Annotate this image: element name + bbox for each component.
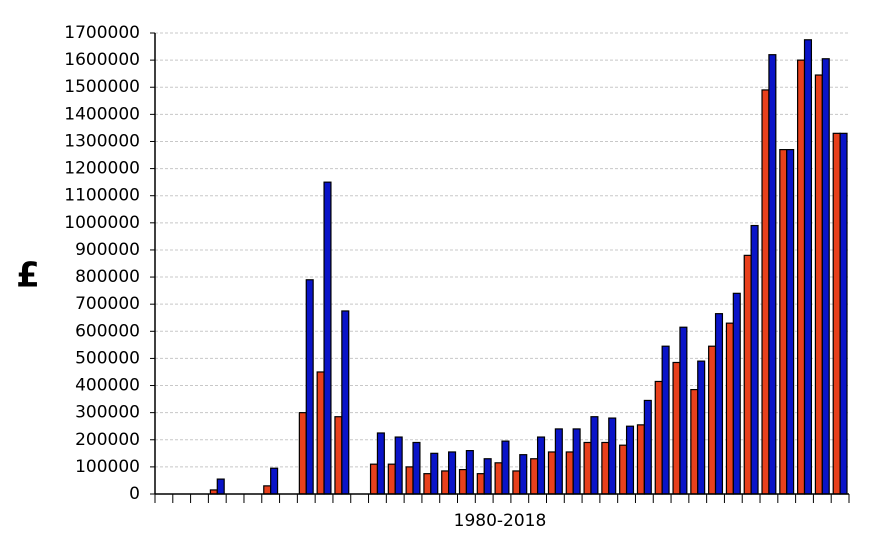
y-tick-label: 1500000 — [64, 77, 140, 97]
y-tick-label: 1100000 — [64, 186, 140, 206]
y-tick-label: 1000000 — [64, 213, 140, 233]
bar — [761, 89, 770, 495]
y-tick-label: 0 — [129, 484, 140, 504]
bar — [387, 463, 396, 495]
bar — [530, 458, 539, 495]
bar — [216, 478, 225, 495]
bar — [786, 149, 795, 495]
bar — [536, 436, 546, 495]
bar — [341, 310, 350, 495]
bar — [405, 466, 414, 495]
bar — [636, 424, 645, 495]
bar — [305, 279, 314, 495]
bar — [690, 388, 699, 495]
bar — [725, 322, 734, 495]
y-tick-label: 1400000 — [64, 104, 140, 124]
bar — [839, 132, 848, 495]
bar — [519, 454, 528, 495]
bar — [512, 470, 521, 495]
bar — [316, 371, 325, 495]
bar — [547, 451, 556, 495]
y-tick-label: 1700000 — [64, 23, 140, 43]
bar — [679, 326, 688, 495]
bar — [601, 441, 610, 495]
bar — [369, 463, 379, 495]
bar — [323, 181, 332, 495]
y-tick-label: 1600000 — [64, 50, 140, 70]
y-tick-label: 600000 — [75, 321, 140, 341]
bar — [661, 345, 670, 495]
y-tick-label: 1300000 — [64, 131, 140, 151]
bar — [412, 441, 421, 495]
bar — [814, 74, 823, 495]
bar — [714, 313, 724, 495]
bar — [832, 132, 841, 495]
bar — [483, 458, 492, 495]
bar — [708, 345, 717, 495]
bar — [797, 59, 806, 495]
bar — [441, 470, 450, 495]
bar — [476, 473, 485, 495]
bar — [565, 451, 574, 495]
y-axis-label: £ — [16, 256, 40, 296]
y-tick-label: 200000 — [75, 430, 140, 450]
y-tick-label: 700000 — [75, 294, 140, 314]
y-tick-label: 800000 — [75, 267, 140, 287]
bar — [298, 412, 307, 495]
bar — [458, 468, 468, 495]
bar — [821, 58, 830, 495]
bar — [732, 292, 741, 495]
bar — [501, 440, 510, 495]
bar — [430, 452, 439, 495]
x-axis-label: 1980-2018 — [454, 511, 547, 531]
bar — [494, 462, 503, 495]
bar — [643, 399, 652, 495]
bar — [263, 485, 272, 495]
bar — [590, 416, 599, 495]
bar — [779, 149, 788, 495]
bar — [750, 224, 759, 495]
bar — [654, 380, 663, 495]
y-tick-label: 1200000 — [64, 159, 140, 179]
bar — [465, 450, 474, 495]
bar — [803, 39, 813, 495]
bar — [583, 441, 592, 495]
y-tick-label: 900000 — [75, 240, 140, 260]
bar — [743, 254, 752, 495]
bar — [270, 467, 279, 495]
y-tick-label: 100000 — [75, 457, 140, 477]
bar — [423, 473, 432, 495]
bar — [376, 432, 385, 495]
bar — [697, 360, 706, 495]
bar — [625, 425, 635, 495]
bar — [334, 416, 343, 495]
bar — [554, 428, 563, 495]
bar — [768, 54, 777, 495]
y-tick-label: 400000 — [75, 376, 140, 396]
y-tick-label: 300000 — [75, 403, 140, 423]
y-tick-label: 500000 — [75, 348, 140, 368]
bar — [619, 444, 628, 495]
bar — [394, 436, 403, 495]
bar — [608, 417, 617, 495]
bar — [672, 361, 681, 495]
bar — [448, 451, 457, 495]
bar — [572, 428, 581, 495]
